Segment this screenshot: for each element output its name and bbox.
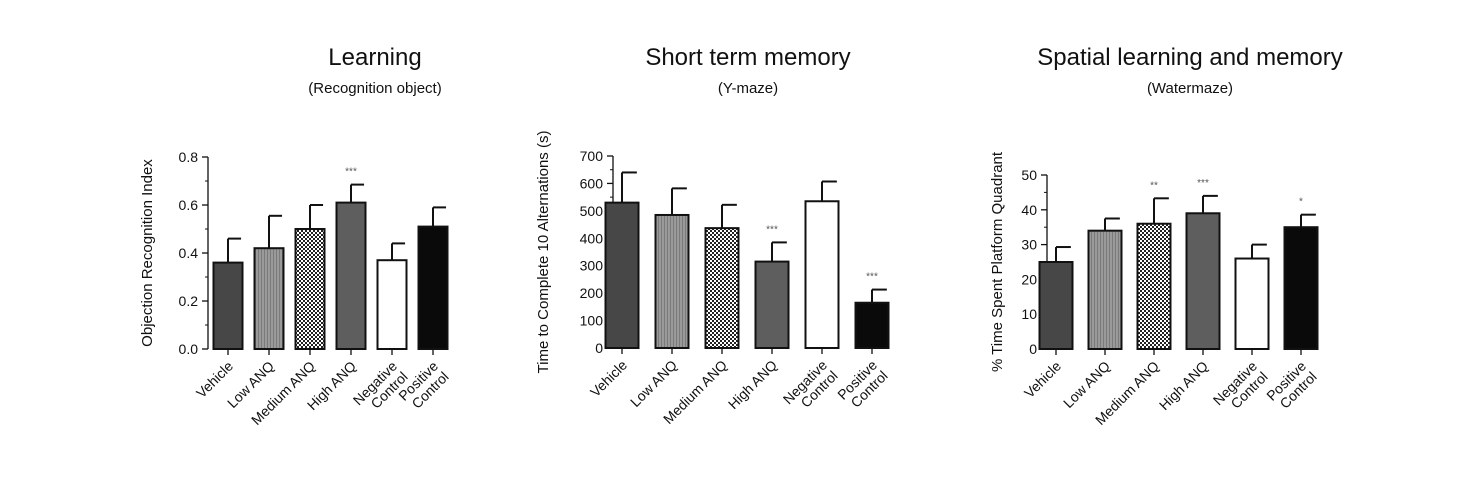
chart-subtitle: (Recognition object) [308, 80, 442, 97]
y-axis-label: % Time Spent Platform Quadrant [989, 151, 1006, 372]
significance-marker: *** [766, 224, 778, 235]
x-tick-label-line: High ANQ [1156, 358, 1211, 413]
x-tick-label-line: Vehicle [1021, 358, 1064, 401]
y-tick-label: 100 [580, 313, 604, 329]
y-tick-label: 600 [580, 175, 604, 191]
bar [212, 261, 244, 351]
y-tick-label: 700 [580, 148, 604, 164]
y-tick-label: 300 [580, 258, 604, 274]
x-tick-label: PositiveControl [834, 357, 891, 414]
bar [1283, 226, 1319, 350]
chart-panel-learning: Learning (Recognition object) 0.0 0.2 0.4 0… [135, 0, 615, 486]
significance-marker: *** [866, 272, 878, 283]
x-tick-label: NegativeControl [1210, 358, 1271, 419]
bar-chart-svg: 0.0 0.2 0.4 0.6 0.8 Objection Recognition Ind… [139, 149, 452, 428]
bar [754, 260, 790, 350]
chart-subtitle: (Y-maze) [717, 80, 779, 97]
y-tick-label: 30 [1021, 237, 1037, 253]
x-tick-label-line: Vehicle [587, 357, 630, 400]
bar-chart-svg: 0 100 200 300 400 500 600 700 Time to Complete 1… [535, 131, 891, 427]
bar [294, 228, 326, 350]
y-tick-label: 20 [1021, 271, 1037, 287]
x-tick-label: High ANQ [725, 357, 780, 412]
x-tick-label: Vehicle [1021, 358, 1064, 401]
y-tick-label: 0.6 [179, 197, 199, 213]
bar [1087, 229, 1123, 350]
y-tick-label: 0 [595, 340, 603, 356]
bar [654, 213, 690, 349]
chart-panel-spatial-learning: Spatial learning and memory (Watermaze) … [950, 0, 1430, 486]
x-tick-label: PositiveControl [395, 358, 452, 415]
y-tick-label: 40 [1021, 202, 1037, 218]
x-tick-label: High ANQ [1156, 358, 1211, 413]
x-tick-label: PositiveControl [1263, 358, 1320, 415]
bar [1136, 222, 1172, 350]
bar [1234, 257, 1270, 350]
y-tick-label: 0.0 [179, 341, 199, 357]
bar [704, 227, 740, 349]
y-tick-label: 0 [1029, 341, 1037, 357]
bar [1038, 261, 1074, 350]
y-axis-label: Objection Recognition Index [139, 159, 156, 347]
y-tick-label: 0.2 [179, 293, 199, 309]
x-tick-label: Vehicle [587, 357, 630, 400]
significance-marker: * [1299, 197, 1303, 208]
significance-marker: *** [1197, 178, 1209, 189]
y-tick-label: 50 [1021, 167, 1037, 183]
bar-chart-svg: 0 10 20 30 40 50 % Time Spent Platform Quadran… [989, 151, 1320, 428]
y-tick-label: 200 [580, 285, 604, 301]
chart-panel-short-term-memory: Short term memory (Y-maze) 0 100 200 300 400… [508, 0, 988, 486]
x-tick-label-line: Low ANQ [627, 357, 680, 410]
bar [854, 301, 890, 349]
y-tick-label: 500 [580, 203, 604, 219]
chart-subtitle: (Watermaze) [1146, 80, 1234, 97]
bar [376, 259, 408, 351]
bar [335, 201, 367, 350]
chart-title: Spatial learning and memory [1037, 44, 1343, 71]
y-tick-label: 0.4 [179, 245, 199, 261]
chart-title: Learning [328, 44, 422, 71]
x-tick-label: Low ANQ [627, 357, 680, 410]
x-tick-label: NegativeControl [780, 357, 841, 418]
y-axis-label: Time to Complete 10 Alternations (s) [535, 131, 552, 374]
x-tick-label-line: High ANQ [725, 357, 780, 412]
significance-marker: ** [1150, 180, 1158, 191]
y-tick-label: 400 [580, 230, 604, 246]
bar [1185, 212, 1221, 350]
bar [804, 200, 840, 349]
y-tick-label: 0.8 [179, 149, 199, 165]
bar [417, 225, 449, 351]
chart-title: Short term memory [645, 44, 851, 71]
significance-marker: *** [345, 167, 357, 178]
bar [253, 247, 285, 350]
y-tick-label: 10 [1021, 306, 1037, 322]
bar [604, 201, 640, 349]
